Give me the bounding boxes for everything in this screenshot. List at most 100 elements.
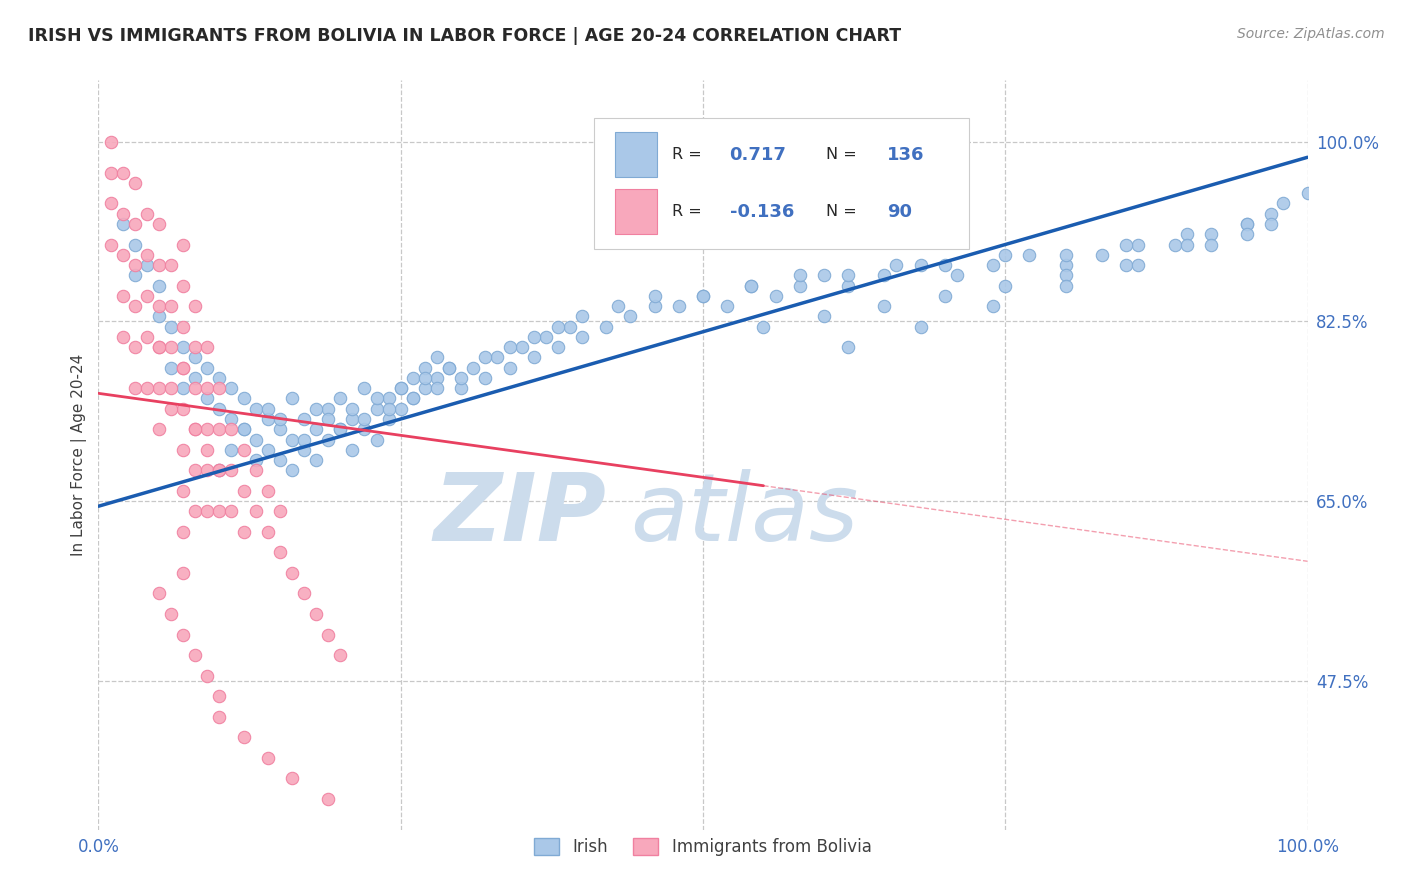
Point <box>437 360 460 375</box>
Point <box>716 299 738 313</box>
Point <box>389 401 412 416</box>
Point <box>1236 217 1258 231</box>
Point <box>413 360 436 375</box>
Point <box>377 401 399 416</box>
Point <box>232 422 254 436</box>
Point <box>1236 227 1258 242</box>
Legend: Irish, Immigrants from Bolivia: Irish, Immigrants from Bolivia <box>527 831 879 863</box>
Point <box>342 412 364 426</box>
Point <box>195 668 218 682</box>
Point <box>413 371 436 385</box>
Point <box>172 401 194 416</box>
Point <box>256 401 278 416</box>
Point <box>305 422 328 436</box>
Point <box>281 771 304 785</box>
Point <box>1091 248 1114 262</box>
Point <box>184 371 207 385</box>
Point <box>813 268 835 283</box>
Point <box>124 258 146 272</box>
Point <box>692 289 714 303</box>
Point <box>124 299 146 313</box>
Point <box>644 299 666 313</box>
Point <box>256 524 278 539</box>
Point <box>208 709 231 723</box>
Point <box>135 330 157 344</box>
Point <box>281 566 304 580</box>
Point <box>316 791 339 805</box>
Point <box>426 351 449 365</box>
Point <box>160 381 183 395</box>
Point <box>184 504 207 518</box>
Point <box>160 340 183 354</box>
Point <box>740 278 762 293</box>
Point <box>208 401 231 416</box>
Point <box>402 392 425 406</box>
Point <box>1115 258 1137 272</box>
Point <box>184 340 207 354</box>
Text: atlas: atlas <box>630 469 859 560</box>
Point <box>245 433 267 447</box>
Point <box>111 248 134 262</box>
Point <box>873 299 896 313</box>
Point <box>1054 268 1077 283</box>
Point <box>752 319 775 334</box>
Point <box>426 381 449 395</box>
Point <box>221 442 243 457</box>
Point <box>281 463 304 477</box>
Point <box>486 351 509 365</box>
Point <box>316 401 339 416</box>
Point <box>305 453 328 467</box>
Point <box>256 412 278 426</box>
Point <box>837 268 859 283</box>
Point <box>172 360 194 375</box>
Point <box>281 392 304 406</box>
Point <box>208 381 231 395</box>
Point <box>1175 227 1198 242</box>
Point <box>292 412 315 426</box>
Point <box>100 237 122 252</box>
Point <box>256 750 278 764</box>
Point <box>232 422 254 436</box>
Point <box>221 463 243 477</box>
Point <box>402 392 425 406</box>
Point <box>172 627 194 641</box>
Point <box>245 453 267 467</box>
Point <box>437 360 460 375</box>
Point <box>1175 237 1198 252</box>
FancyBboxPatch shape <box>614 132 657 178</box>
Point <box>208 463 231 477</box>
Point <box>316 412 339 426</box>
Point <box>172 237 194 252</box>
Point <box>160 401 183 416</box>
Point <box>498 340 520 354</box>
Point <box>1128 237 1150 252</box>
Point <box>837 340 859 354</box>
Point <box>1054 248 1077 262</box>
Point <box>195 392 218 406</box>
Point <box>474 371 496 385</box>
Point <box>172 381 194 395</box>
Point <box>377 392 399 406</box>
Point <box>329 648 352 662</box>
Point <box>1115 237 1137 252</box>
Point <box>463 360 485 375</box>
Point <box>195 463 218 477</box>
Point <box>1054 278 1077 293</box>
Point <box>329 422 352 436</box>
Point <box>305 401 328 416</box>
Point <box>148 258 170 272</box>
Point <box>124 340 146 354</box>
Point <box>111 207 134 221</box>
Point <box>135 258 157 272</box>
Point <box>172 360 194 375</box>
Point <box>353 381 375 395</box>
Point <box>607 299 630 313</box>
Point <box>148 310 170 324</box>
Point <box>292 433 315 447</box>
Point <box>523 351 546 365</box>
Point <box>135 248 157 262</box>
Text: R =: R = <box>672 204 706 219</box>
Point <box>366 392 388 406</box>
Point <box>269 504 291 518</box>
Point <box>221 412 243 426</box>
